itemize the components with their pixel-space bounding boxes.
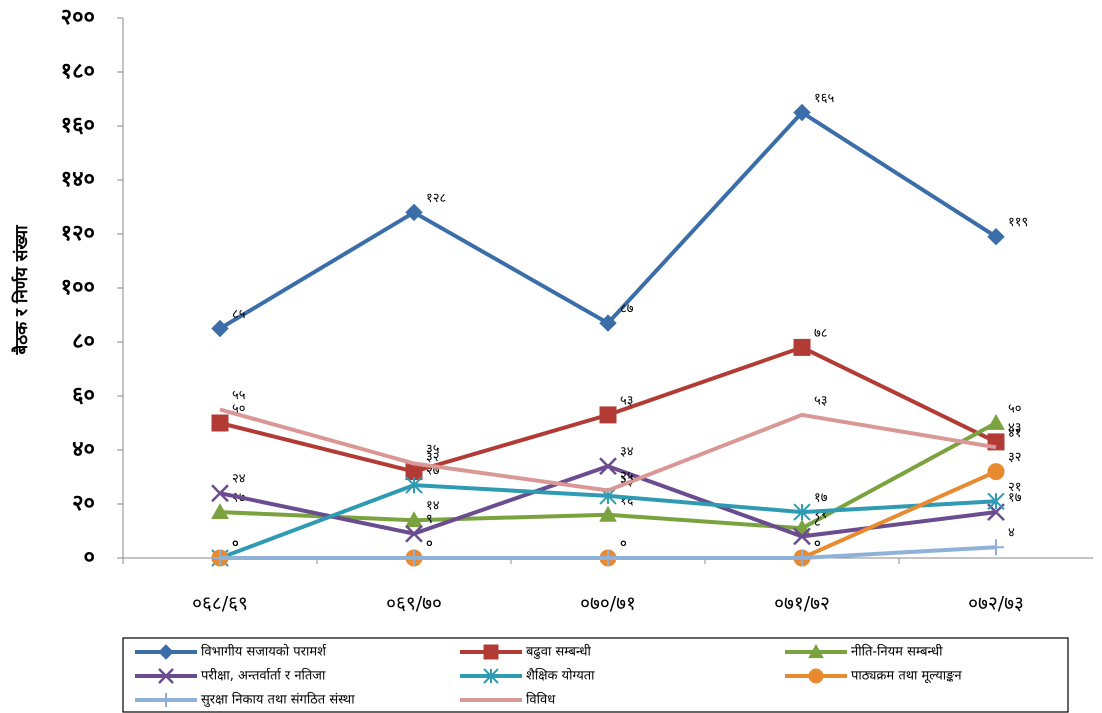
legend-label: सुरक्षा निकाय तथा संगठित संस्था [201, 692, 355, 708]
data-label: ० [620, 537, 627, 552]
data-label: ७८ [814, 326, 828, 341]
data-label: ५५ [232, 388, 246, 403]
x-tick-label: ०६८/६९ [192, 593, 248, 615]
data-label: ८ [814, 515, 821, 530]
marker [211, 503, 229, 519]
legend-label: विभागीय सजायको परामर्श [201, 644, 327, 660]
marker [483, 644, 499, 660]
data-label: ८५ [232, 307, 246, 322]
marker [987, 227, 1005, 246]
x-tick-label: ०६९/७० [386, 593, 442, 615]
legend-box [122, 637, 1069, 713]
marker [808, 668, 824, 684]
marker [599, 406, 617, 424]
marker [599, 314, 617, 332]
data-label: २४ [232, 472, 246, 487]
y-tick-label: ४० [72, 437, 95, 462]
data-label: ० [620, 537, 627, 552]
data-label: ० [232, 537, 239, 552]
marker [793, 503, 811, 521]
data-label: ५३ [814, 393, 828, 408]
marker [987, 492, 1005, 511]
x-tick-label: ०७१/७२ [774, 593, 830, 615]
marker [599, 505, 617, 522]
data-label: ४ [1008, 526, 1015, 541]
marker [212, 550, 228, 566]
y-tick-label: १४० [61, 167, 95, 192]
data-label: १२८ [426, 191, 447, 206]
data-label: ० [232, 537, 239, 552]
marker [405, 476, 423, 494]
data-label: ८७ [620, 302, 634, 317]
x-tick-label: ०७२/७३ [968, 593, 1024, 615]
data-label: ० [814, 537, 821, 552]
marker [988, 539, 1004, 556]
data-label: २५ [620, 469, 634, 484]
legend-label: विविध [526, 692, 556, 708]
data-label: ० [232, 537, 239, 552]
series-line [218, 109, 998, 331]
y-tick-label: ६० [72, 383, 95, 408]
marker [211, 319, 229, 338]
marker [405, 511, 423, 528]
marker [600, 550, 616, 566]
marker [211, 414, 229, 432]
marker [405, 203, 423, 222]
data-label: २१ [1008, 480, 1022, 495]
data-label: १६५ [814, 91, 835, 106]
data-label: ३५ [426, 442, 440, 457]
data-label: ९ [426, 512, 433, 527]
y-tick-label: १६० [61, 113, 95, 138]
data-label: १४ [426, 499, 440, 514]
marker [599, 457, 617, 476]
marker [794, 550, 810, 566]
series-line [219, 407, 997, 493]
data-label: ३४ [620, 445, 634, 460]
y-tick-label: ८० [72, 329, 95, 354]
legend-label: पाठ्यक्रम तथा मूल्याङ्कन [851, 669, 962, 684]
marker [987, 463, 1005, 481]
data-label: ४३ [1008, 420, 1022, 435]
data-label: ० [426, 537, 433, 552]
data-label: ० [426, 537, 433, 552]
data-label: ३२ [426, 450, 440, 465]
marker [405, 524, 423, 543]
x-tick-label: ०७०/७१ [580, 593, 636, 615]
y-tick-label: ० [84, 545, 95, 570]
legend-label: शैक्षिक योग्यता [526, 668, 595, 684]
marker [158, 668, 174, 684]
marker [406, 550, 422, 566]
y-axis-label: बैठक र निर्णय संख्या [11, 225, 32, 356]
legend-label: नीति-नियम सम्बन्धी [851, 644, 943, 660]
data-label: ४१ [1008, 426, 1022, 441]
marker [808, 643, 824, 659]
marker [793, 103, 811, 122]
legend-label: बढुवा सम्बन्धी [526, 644, 592, 660]
marker [987, 413, 1005, 430]
y-tick-label: १०० [61, 275, 95, 300]
data-label: ३२ [1008, 450, 1022, 465]
y-tick-label: २०० [61, 5, 95, 30]
y-tick-label: २० [72, 491, 95, 516]
data-label: ११९ [1008, 215, 1028, 230]
marker [159, 693, 173, 707]
marker [211, 484, 229, 503]
marker [483, 668, 499, 684]
data-label: ० [814, 537, 821, 552]
y-tick-label: १८० [61, 59, 95, 84]
legend-label: परीक्षा, अन्तर्वार्ता र नतिजा [201, 668, 326, 684]
data-label: १७ [1008, 491, 1022, 506]
marker [793, 338, 811, 356]
data-label: ५० [1008, 402, 1022, 417]
data-label: १७ [814, 491, 828, 506]
marker [158, 644, 174, 660]
y-tick-label: १२० [61, 221, 95, 246]
marker [793, 527, 811, 546]
data-label: ५३ [620, 393, 634, 408]
